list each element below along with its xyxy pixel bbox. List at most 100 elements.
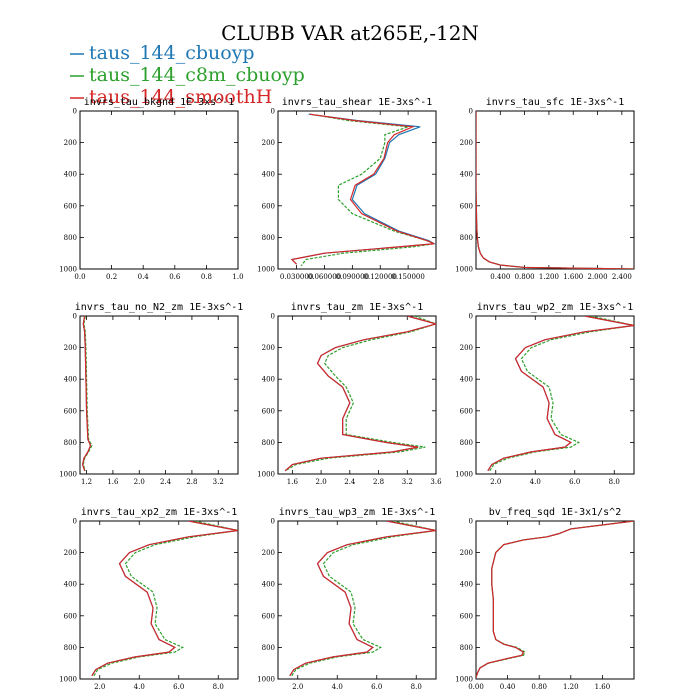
plot-frame [475, 110, 635, 270]
y-tick-label: 200 [262, 549, 275, 557]
x-tick-label: 2.000 [588, 273, 608, 281]
y-tick-label: 600 [262, 202, 275, 210]
x-tick-label: 0.120000 [364, 273, 397, 281]
panel-7: invrs_tau_xp2_zm 1E-3xs^-1 0 200 400 600 800 1… [59, 507, 239, 691]
plot-frame [79, 110, 239, 270]
y-tick-label: 1000 [455, 676, 473, 684]
legend-label: taus_144_cbuoyp [89, 42, 255, 64]
panel-8: invrs_tau_wp3_zm 1E-3xs^-1 0 200 400 600 800 1… [257, 507, 437, 691]
series-line-taus_144_cbuoyp [476, 521, 634, 678]
panel-title: invrs_tau_no_N2_zm 1E-3xs^-1 [75, 302, 244, 313]
series-line-taus_144_smoothH [289, 521, 436, 677]
y-tick-label: 400 [64, 376, 77, 384]
plot-frame [277, 315, 437, 475]
y-tick-label: 800 [262, 644, 275, 652]
y-tick-label: 600 [460, 407, 473, 415]
panel-2: invrs_tau_shear 1E-3xs^-1 0 200 400 600 800 10… [257, 97, 437, 281]
plot-frame [277, 520, 437, 680]
x-tick-label: 0.030000 [280, 273, 313, 281]
x-tick-label: 6.0 [569, 478, 580, 486]
y-tick-label: 400 [64, 581, 77, 589]
panel-title: invrs_tau_wp3_zm 1E-3xs^-1 [279, 507, 436, 518]
x-tick-label: 1.6 [107, 478, 119, 486]
series-line-taus_144_smoothH [290, 113, 435, 265]
y-tick-label: 600 [262, 612, 275, 620]
y-tick-label: 1000 [59, 676, 77, 684]
y-tick-label: 800 [64, 234, 77, 242]
series-line-taus_144_c8m_cbuoyp [291, 521, 436, 677]
series-line-taus_144_c8m_cbuoyp [476, 521, 634, 678]
y-tick-label: 0 [469, 108, 473, 116]
x-tick-label: 2.8 [373, 478, 384, 486]
x-tick-label: 2.4 [160, 478, 172, 486]
x-tick-label: 2.400 [612, 273, 632, 281]
panel-title: invrs_tau_zm 1E-3xs^-1 [291, 302, 423, 313]
series-line-taus_144_cbuoyp [290, 113, 436, 265]
panel-4: invrs_tau_no_N2_zm 1E-3xs^-10 200 400 600 80… [59, 302, 243, 486]
x-tick-label: 2.8 [186, 478, 197, 486]
x-tick-label: 1.600 [563, 273, 583, 281]
plot-frame [79, 315, 239, 475]
y-tick-label: 1000 [257, 471, 275, 479]
y-tick-label: 400 [460, 581, 473, 589]
y-tick-label: 0 [73, 108, 77, 116]
panel-1: invrs_tau_bkgnd 1E-3xs^-1 0 200 400 600 800 10… [59, 97, 243, 281]
y-tick-label: 800 [460, 644, 473, 652]
y-tick-label: 1000 [455, 266, 473, 274]
x-tick-label: 6.0 [371, 683, 382, 691]
x-tick-label: 0.4 [138, 273, 150, 281]
x-tick-label: 8.0 [213, 683, 224, 691]
y-tick-label: 1000 [455, 471, 473, 479]
series-line-taus_144_smoothH [476, 521, 634, 678]
x-tick-label: 6.0 [173, 683, 184, 691]
x-tick-label: 1.6 [287, 478, 299, 486]
series-line-taus_144_c8m_cbuoyp [476, 111, 634, 269]
y-tick-label: 1000 [59, 266, 77, 274]
x-tick-label: 2.0 [134, 478, 145, 486]
y-tick-label: 200 [64, 344, 77, 352]
legend: taus_144_cbuoyp taus_144_c8m_cbuoyp taus… [70, 42, 305, 108]
x-tick-label: 0.800 [515, 273, 535, 281]
y-tick-label: 400 [460, 376, 473, 384]
figure-title: CLUBB VAR at265E,-12N [221, 21, 479, 45]
x-tick-label: 1.60 [595, 683, 611, 691]
x-tick-label: 0.80 [531, 683, 547, 691]
y-tick-label: 0 [271, 108, 275, 116]
panel-9: bv_freq_sqd 1E-3x1/s^2020040060080010000… [455, 507, 635, 691]
y-tick-label: 200 [64, 139, 77, 147]
y-tick-label: 600 [64, 407, 77, 415]
panel-3: invrs_tau_sfc 1E-3xs^-1 0 200 400 600 800 1000… [455, 97, 635, 281]
x-tick-label: 4.0 [332, 683, 343, 691]
legend-entry-smoothH: taus_144_smoothH [70, 86, 272, 108]
y-tick-label: 200 [460, 549, 473, 557]
x-tick-label: 0.090000 [336, 273, 369, 281]
plot-frame [475, 520, 635, 680]
y-tick-label: 400 [262, 581, 275, 589]
x-tick-label: 0.8 [201, 273, 212, 281]
x-tick-label: 2.0 [316, 478, 327, 486]
y-tick-label: 600 [460, 202, 473, 210]
series-line-taus_144_smoothH [284, 316, 436, 472]
panel-title: invrs_tau_wp2_zm 1E-3xs^-1 [477, 302, 634, 313]
y-tick-label: 400 [262, 376, 275, 384]
y-tick-label: 800 [262, 439, 275, 447]
series-line-taus_144_c8m_cbuoyp [93, 521, 238, 677]
series-line-taus_144_c8m_cbuoyp [300, 113, 436, 267]
x-tick-label: 3.2 [402, 478, 413, 486]
series-line-taus_144_smoothH [487, 316, 634, 472]
y-tick-label: 200 [262, 139, 275, 147]
x-tick-label: 2.0 [490, 478, 501, 486]
series-line-taus_144_smoothH [476, 111, 634, 269]
series-line-taus_144_c8m_cbuoyp [82, 316, 93, 472]
panel-title: invrs_tau_bkgnd 1E-3xs^-1 [84, 97, 235, 108]
y-tick-label: 200 [460, 139, 473, 147]
y-tick-label: 1000 [59, 471, 77, 479]
x-tick-label: 4.0 [134, 683, 145, 691]
y-tick-label: 400 [262, 171, 275, 179]
x-tick-label: 4.0 [530, 478, 541, 486]
y-tick-label: 1000 [257, 676, 275, 684]
y-tick-label: 0 [469, 518, 473, 526]
y-tick-label: 0 [271, 313, 275, 321]
x-tick-label: 8.0 [609, 478, 620, 486]
